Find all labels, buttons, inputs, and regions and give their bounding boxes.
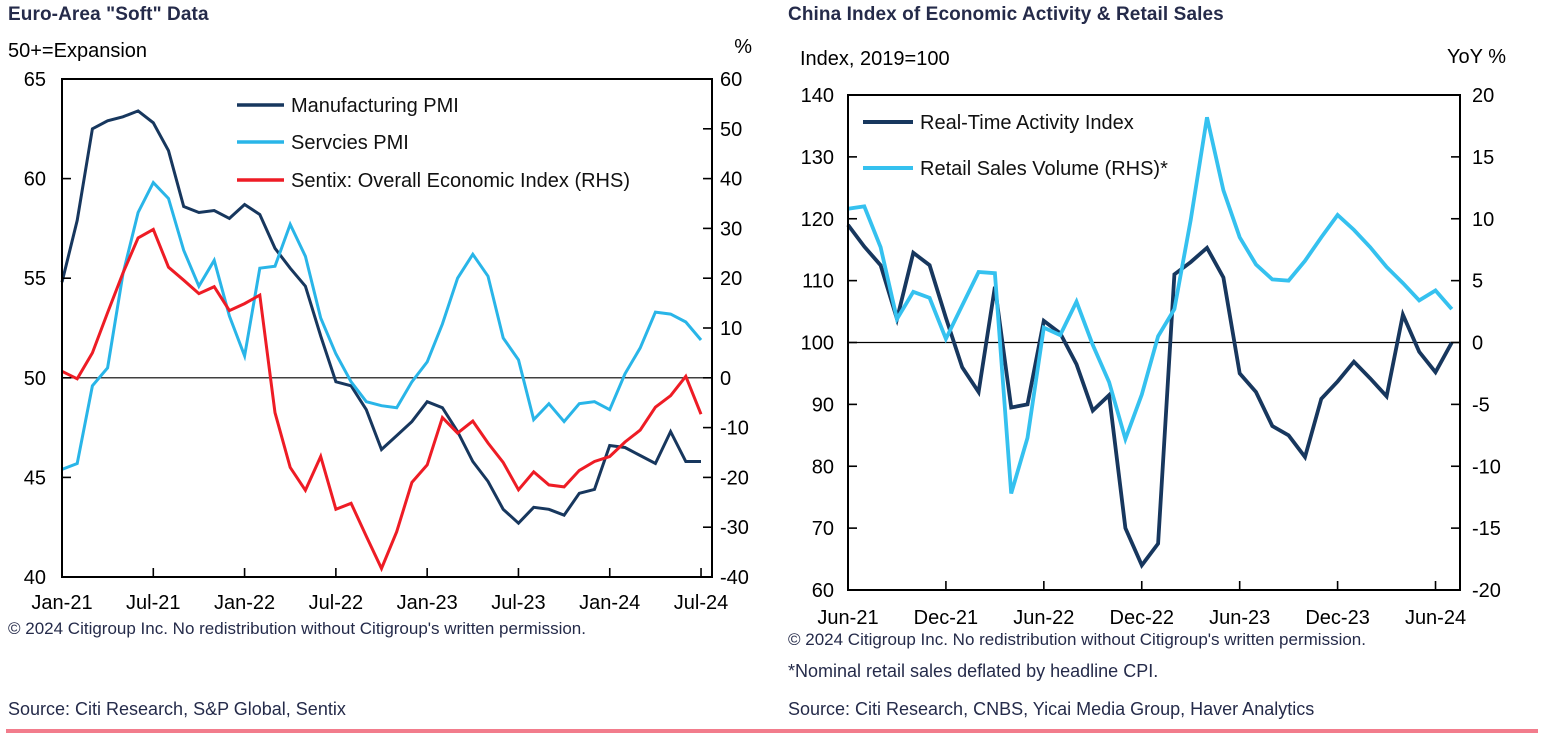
euro-area-soft-data-x-tick-label: Jul-24 — [674, 592, 728, 614]
china-activity-retail-sales-right-tick-label: 15 — [1472, 147, 1494, 169]
euro-area-soft-data-plot-border — [61, 78, 713, 578]
euro-chart-canvas: 65 60 55 50 45 40 60 50 40 30 20 10 0 -10 -20 -30 -40 Jan… — [24, 69, 749, 614]
retail-sales-volume-rhs-legend-label: Retail Sales Volume (RHS)* — [920, 158, 1168, 180]
china-source: Source: Citi Research, CNBS, Yicai Media… — [788, 699, 1315, 719]
china-activity-retail-sales-plot-border — [847, 94, 1461, 591]
real-time-activity-index-line — [846, 223, 1454, 570]
euro-right-axis-note: % — [734, 36, 752, 58]
euro-area-soft-data-right-tick-label: 30 — [720, 218, 742, 240]
euro-area-soft-data-right-tick-label: 40 — [720, 169, 742, 191]
china-activity-retail-sales-right-tick-label: -10 — [1472, 456, 1501, 478]
china-left-axis-note: Index, 2019=100 — [800, 48, 950, 70]
euro-area-soft-data-left-tick-label: 50 — [24, 368, 46, 390]
euro-area-soft-data-right-tick-label: -10 — [720, 418, 749, 440]
china-activity-retail-sales-left-tick-label: 80 — [812, 456, 834, 478]
china-activity-retail-sales-left-tick-label: 140 — [801, 85, 834, 107]
china-activity-retail-sales-right-tick-label: -15 — [1472, 518, 1501, 540]
euro-area-soft-data-right-tick-label: 50 — [720, 119, 742, 141]
china-activity-retail-sales-x-tick-label: Dec-21 — [914, 607, 978, 629]
china-activity-retail-sales-left-tick-label: 110 — [802, 271, 834, 293]
china-chart-canvas: 140 130 120 110 100 90 80 70 60 20 15 10 5 0 -5 -10 -15 -… — [801, 85, 1501, 629]
china-activity-retail-sales-x-tick-label: Jun-22 — [1013, 607, 1074, 629]
manufacturing-pmi-line — [60, 109, 701, 526]
manufacturing-pmi-legend-label: Manufacturing PMI — [291, 95, 459, 117]
sentix-overall-economic-index-rhs-legend-label: Sentix: Overall Economic Index (RHS) — [291, 170, 630, 192]
china-activity-retail-sales-x-tick-label: Jun-24 — [1405, 607, 1466, 629]
euro-area-soft-data-right-tick-label: -40 — [720, 567, 749, 589]
retail-sales-volume-rhs-line — [847, 116, 1454, 495]
euro-area-soft-data-right-tick-label: -30 — [720, 517, 749, 539]
euro-area-soft-data-x-tick-label: Jul-22 — [309, 592, 363, 614]
euro-area-soft-data-x-tick-label: Jan-23 — [397, 592, 458, 614]
euro-area-soft-data-left-tick-label: 60 — [24, 169, 46, 191]
euro-area-soft-data-left-tick-label: 45 — [24, 467, 46, 489]
china-activity-retail-sales-x-tick-label: Jun-23 — [1209, 607, 1270, 629]
euro-area-soft-data-right-tick-label: 10 — [720, 318, 742, 340]
euro-area-soft-data-left-tick-label: 65 — [24, 69, 46, 91]
china-copyright: © 2024 Citigroup Inc. No redistribution … — [788, 630, 1366, 649]
euro-area-soft-data-x-tick-label: Jul-23 — [491, 592, 545, 614]
sentix-overall-economic-index-rhs-line — [61, 227, 703, 573]
euro-source: Source: Citi Research, S&P Global, Senti… — [8, 699, 346, 719]
china-activity-retail-sales-right-tick-label: 20 — [1472, 85, 1494, 107]
euro-area-soft-data-right-tick-label: 60 — [720, 69, 742, 91]
china-footnote: *Nominal retail sales deflated by headli… — [788, 661, 1159, 681]
china-activity-retail-sales-right-tick-label: 5 — [1472, 271, 1483, 293]
servcies-pmi-line — [61, 180, 703, 471]
euro-copyright: © 2024 Citigroup Inc. No redistribution … — [8, 619, 586, 638]
servcies-pmi-legend-label: Servcies PMI — [291, 132, 409, 154]
china-activity-retail-sales-x-tick-label: Dec-22 — [1110, 607, 1174, 629]
euro-chart-title: Euro-Area "Soft" Data — [8, 4, 209, 25]
china-chart-title: China Index of Economic Activity & Retai… — [788, 4, 1224, 25]
euro-area-soft-data-right-tick-label: 0 — [720, 368, 731, 390]
china-activity-retail-sales-left-tick-label: 130 — [801, 147, 834, 169]
china-activity-retail-sales-right-tick-label: -5 — [1472, 394, 1490, 416]
china-activity-retail-sales-right-tick-label: 10 — [1472, 209, 1494, 231]
euro-area-soft-data-x-tick-label: Jan-22 — [214, 592, 275, 614]
euro-area-soft-data-right-tick-label: -20 — [720, 467, 749, 489]
china-activity-retail-sales-left-tick-label: 70 — [812, 518, 834, 540]
euro-left-axis-note: 50+=Expansion — [8, 40, 148, 62]
china-activity-retail-sales-right-tick-label: -20 — [1472, 580, 1501, 602]
china-activity-retail-sales-x-tick-label: Dec-23 — [1305, 607, 1369, 629]
china-right-axis-note: YoY % — [1447, 46, 1506, 68]
euro-area-soft-data-right-tick-label: 20 — [720, 268, 742, 290]
euro-area-soft-data-left-tick-label: 55 — [24, 268, 46, 290]
china-activity-retail-sales-left-tick-label: 90 — [812, 394, 834, 416]
china-activity-retail-sales-right-tick-label: 0 — [1472, 333, 1483, 355]
euro-area-soft-data-x-tick-label: Jan-21 — [31, 592, 92, 614]
euro-area-soft-data-x-tick-label: Jan-24 — [579, 592, 640, 614]
euro-area-soft-data-x-tick-label: Jul-21 — [126, 592, 180, 614]
real-time-activity-index-legend-label: Real-Time Activity Index — [920, 112, 1134, 134]
china-activity-retail-sales-left-tick-label: 120 — [801, 209, 834, 231]
china-activity-retail-sales-left-tick-label: 60 — [812, 580, 834, 602]
euro-area-soft-data-left-tick-label: 40 — [24, 567, 46, 589]
china-activity-retail-sales-x-tick-label: Jun-21 — [817, 607, 878, 629]
china-activity-retail-sales-left-tick-label: 100 — [801, 333, 834, 355]
bottom-accent-rule — [6, 729, 1538, 733]
